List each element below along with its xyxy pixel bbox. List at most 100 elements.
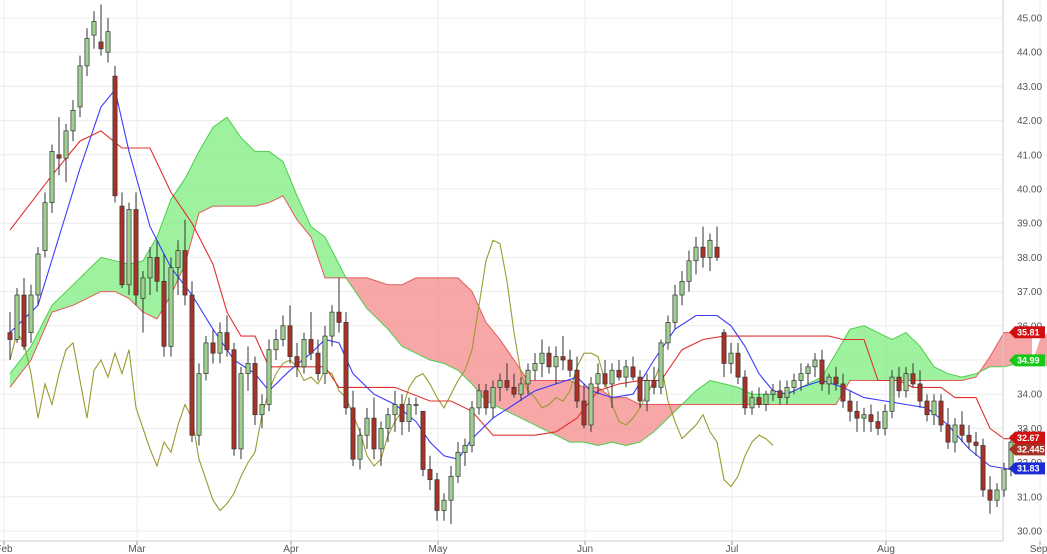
candle-up [259, 404, 265, 416]
candle-down [868, 414, 874, 422]
candle-up [749, 397, 755, 409]
candle-up [217, 332, 223, 354]
y-tick-label: 41.00 [1017, 150, 1042, 161]
price-tag [1009, 326, 1045, 339]
candle-down [840, 383, 846, 402]
price-tag-label: 35.81 [1017, 327, 1040, 337]
candle-down [630, 366, 636, 378]
y-tick-label: 45.00 [1017, 14, 1042, 25]
x-tick-label: Jun [577, 544, 593, 554]
candle-down [735, 352, 741, 378]
candle-up [882, 410, 888, 429]
candle-down [917, 383, 923, 402]
candle-up [378, 428, 384, 450]
candle-up [763, 393, 769, 405]
candle-down [252, 363, 258, 416]
candle-up [441, 499, 447, 511]
candle-up [301, 339, 307, 368]
candle-down [742, 376, 748, 409]
candle-down [427, 469, 433, 481]
candle-down [945, 424, 951, 443]
candle-up [406, 404, 412, 422]
candle-down [700, 246, 706, 258]
y-tick-label: 30.00 [1017, 527, 1042, 538]
candle-up [588, 383, 594, 426]
candle-up [518, 383, 524, 395]
candle-down [511, 387, 517, 395]
x-tick-label: Apr [283, 544, 299, 554]
candle-up [805, 366, 811, 375]
candle-down [189, 294, 195, 436]
candle-up [644, 380, 650, 402]
candle-down [938, 400, 944, 426]
candle-up [280, 325, 286, 340]
candle-up [49, 151, 55, 204]
candle-down [651, 380, 657, 388]
candle-down [637, 376, 643, 402]
candle-up [28, 294, 34, 333]
candle-up [35, 253, 41, 296]
candle-up [791, 380, 797, 388]
candles [7, 4, 1035, 525]
candle-down [567, 359, 573, 371]
candle-down [875, 421, 881, 429]
y-tick-label: 40.00 [1017, 185, 1042, 196]
candle-up [147, 257, 153, 279]
candle-up [357, 434, 363, 460]
y-tick-label: 33.00 [1017, 424, 1042, 435]
candle-down [560, 356, 566, 361]
candle-down [896, 376, 902, 392]
candle-up [63, 130, 69, 159]
y-tick-label: 31.00 [1017, 492, 1042, 503]
y-tick-label: 43.00 [1017, 82, 1042, 93]
candle-up [889, 376, 895, 412]
candle-down [119, 205, 125, 286]
candle-up [525, 369, 531, 385]
candle-down [714, 246, 720, 258]
x-tick-label: May [429, 544, 448, 554]
y-tick-label: 34.00 [1017, 390, 1042, 401]
candle-down [287, 325, 293, 357]
price-tag-label: 34.99 [1017, 356, 1040, 366]
x-tick-label: Sept [1030, 544, 1047, 554]
candle-up [126, 209, 132, 286]
candle-up [413, 404, 419, 406]
price-tag [1009, 431, 1045, 444]
candle-down [434, 479, 440, 511]
candle-up [595, 373, 601, 385]
candle-up [476, 390, 482, 409]
candle-up [196, 373, 202, 436]
kumo-bull [682, 325, 982, 405]
candle-up [553, 356, 559, 368]
candle-down [420, 410, 426, 470]
candle-up [931, 400, 937, 416]
candle-up [679, 280, 685, 296]
candle-up [665, 322, 671, 344]
price-tag-label: 32.445 [1017, 445, 1045, 455]
candle-down [980, 445, 986, 491]
candle-up [686, 260, 692, 282]
candle-up [903, 373, 909, 392]
candle-down [574, 369, 580, 402]
candle-down [231, 349, 237, 450]
y-tick-label: 37.00 [1017, 287, 1042, 298]
candle-down [308, 339, 314, 354]
candle-down [819, 359, 825, 385]
candle-up [77, 65, 83, 108]
candle-down [371, 417, 377, 450]
candle-up [203, 342, 209, 375]
candle-down [350, 407, 356, 460]
candle-up [861, 414, 867, 419]
candle-down [833, 376, 839, 385]
candle-up [994, 489, 1000, 501]
candle-up [105, 31, 111, 53]
y-axis: 30.0031.0032.0033.0034.0035.0036.0037.00… [1002, 0, 1042, 541]
candle-up [364, 417, 370, 436]
candle-up [469, 407, 475, 446]
candle-up [329, 311, 335, 337]
candle-down [336, 311, 342, 323]
candle-up [812, 359, 818, 368]
candle-down [721, 332, 727, 364]
